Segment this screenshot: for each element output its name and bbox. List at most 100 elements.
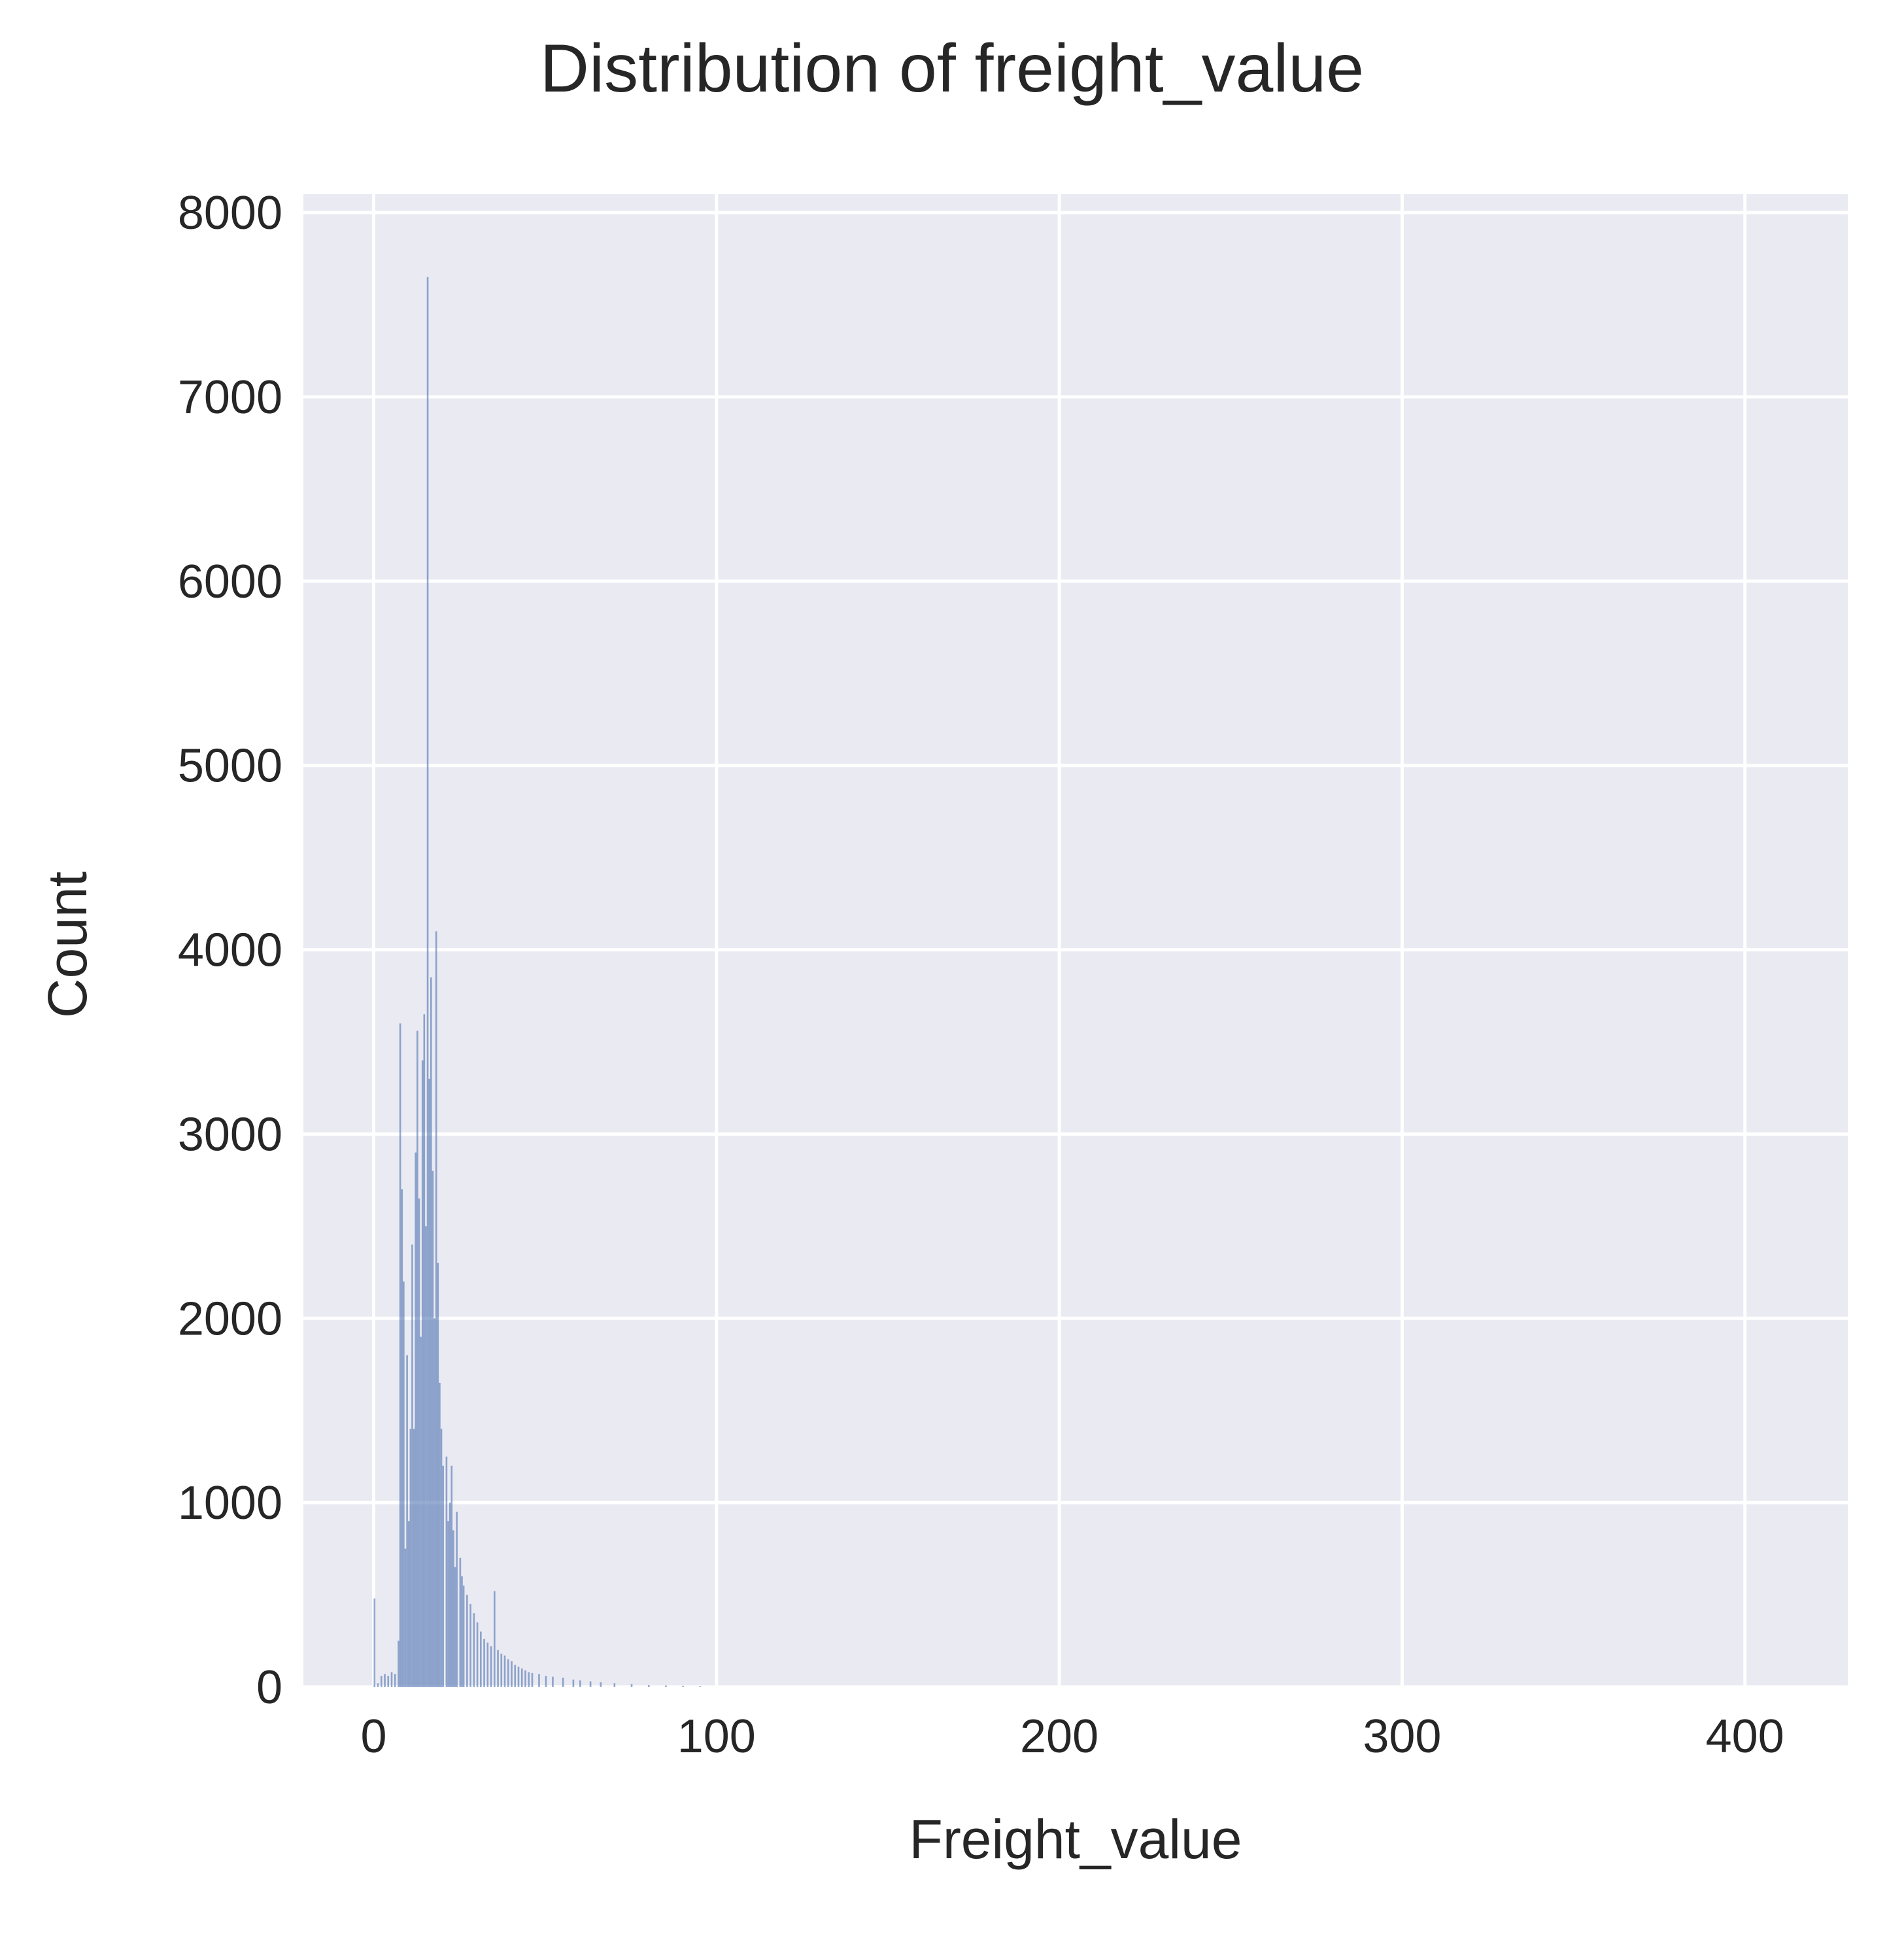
plot-background [303,194,1848,1687]
histogram-bar [401,1189,403,1687]
histogram-bar [390,1672,393,1687]
x-tick-label: 400 [1706,1710,1784,1763]
y-tick-label: 8000 [178,187,282,239]
x-tick-label: 200 [1020,1710,1098,1763]
histogram-bar [426,277,429,1688]
histogram-bar [483,1639,485,1687]
x-tick-labels: 0 100 200 300 400 [360,1710,1784,1763]
histogram-bar [442,1465,444,1687]
histogram-bar [520,1668,523,1687]
histogram-bar [415,1152,417,1687]
y-tick-label: 7000 [178,371,282,424]
histogram-bar [425,1226,427,1687]
histogram-bar [699,1686,702,1687]
histogram-bar [538,1674,540,1687]
y-tick-label: 5000 [178,740,282,792]
histogram-bar [377,1683,379,1687]
histogram-bar [428,1078,430,1687]
histogram-bar [589,1681,592,1687]
histogram-bar [384,1674,386,1687]
histogram-bar [665,1685,667,1687]
histogram-bar [418,1198,420,1687]
histogram-bar [403,1281,405,1687]
histogram-bar [430,977,432,1687]
histogram-bar [466,1595,468,1687]
histogram-bar [439,1382,441,1687]
histogram-bar [380,1676,382,1687]
histogram-bar [416,1030,418,1687]
histogram-bar [407,1521,410,1687]
chart-title: Distribution of freight_value [540,31,1364,107]
y-tick-label: 0 [256,1661,282,1714]
histogram-bar [476,1622,479,1687]
y-axis-label: Count [37,872,98,1018]
histogram-bar [434,1318,435,1687]
x-tick-label: 0 [360,1710,386,1763]
histogram-bar [493,1591,496,1687]
histogram-bar [459,1557,462,1687]
histogram-bar [552,1676,554,1687]
x-axis-label: Freight_value [910,1809,1242,1870]
histogram-bar [398,1640,400,1687]
histogram-bar [486,1642,489,1687]
histogram-bar [562,1677,564,1687]
y-tick-label: 1000 [178,1477,282,1529]
histogram-bar [531,1673,534,1687]
histogram-bar [503,1656,506,1687]
y-tick-label: 2000 [178,1293,282,1345]
histogram-bar [647,1685,650,1687]
histogram-bar [497,1650,499,1687]
histogram-bar [630,1684,633,1687]
histogram-bar [437,1263,439,1687]
y-tick-label: 6000 [178,556,282,608]
x-tick-label: 300 [1363,1710,1441,1763]
histogram-bar [572,1679,575,1687]
histogram-bar [517,1666,520,1687]
histogram-bar [613,1683,616,1687]
histogram-bar [500,1654,503,1687]
histogram-bar [461,1576,463,1687]
histogram-bar [507,1659,509,1687]
histogram-bar [435,931,437,1687]
histogram-bar [454,1567,456,1687]
histogram-bar [449,1503,451,1687]
histogram-bar [413,1429,415,1687]
histogram-bar [469,1604,471,1687]
histogram-bar [450,1465,453,1687]
histogram-bar [528,1672,530,1687]
histogram-bar [432,1170,434,1687]
histogram-bar [440,1429,443,1687]
histogram-bar [462,1585,465,1687]
histogram-bar [406,1355,408,1687]
histogram-bar [411,1244,413,1687]
histogram-bar [445,1456,448,1687]
histogram-bar [682,1686,684,1687]
histogram-bar [423,1014,426,1687]
histogram-bar [399,1023,401,1687]
histogram-bar [456,1512,458,1687]
y-tick-label: 3000 [178,1108,282,1161]
histogram-bar [600,1682,602,1687]
histogram-bar [404,1548,407,1687]
histogram-bar [579,1680,581,1687]
histogram-bar [373,1598,376,1687]
histogram-bar [511,1661,513,1687]
histogram-bar [524,1670,526,1687]
histogram-bar [490,1646,492,1687]
histogram-bar [452,1530,454,1687]
histogram-bar [545,1676,547,1687]
histogram-bar [473,1613,475,1687]
histogram-bar [447,1521,449,1687]
y-tick-label: 4000 [178,925,282,977]
grid-lines [303,194,1848,1689]
x-tick-label: 100 [677,1710,756,1763]
histogram-bar [421,1060,424,1687]
histogram-bars [373,277,702,1688]
histogram-bar [394,1674,396,1687]
histogram-bar [514,1665,517,1687]
histogram-bar [387,1676,390,1687]
histogram-bar [409,1429,412,1687]
y-tick-labels: 0 1000 2000 3000 4000 5000 6000 7000 8000 [178,187,282,1714]
histogram-bar [420,1336,422,1687]
